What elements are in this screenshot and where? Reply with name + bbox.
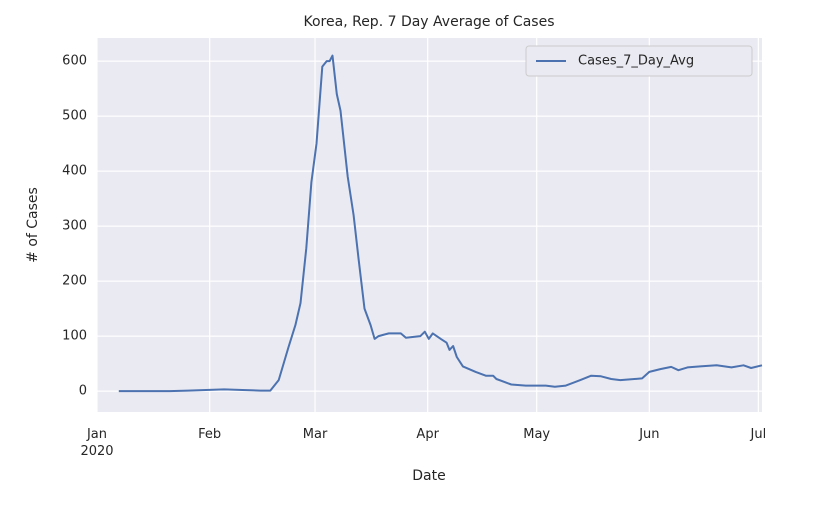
x-axis-label: Date xyxy=(412,468,445,484)
x-tick-label: Jun xyxy=(638,427,659,442)
x-tick-label: Mar xyxy=(303,427,328,442)
x-tick-label: May xyxy=(523,427,550,442)
chart-title: Korea, Rep. 7 Day Average of Cases xyxy=(304,14,555,30)
y-tick-label: 300 xyxy=(62,219,87,234)
y-tick-label: 600 xyxy=(62,54,87,69)
y-tick-label: 200 xyxy=(62,274,87,289)
y-tick-label: 100 xyxy=(62,329,87,344)
y-tick-label: 0 xyxy=(79,384,87,399)
x-tick-label: Jul xyxy=(750,427,767,442)
legend-box xyxy=(525,45,753,77)
x-tick-label: Feb xyxy=(198,427,221,442)
line xyxy=(118,54,763,393)
plot-area xyxy=(97,38,762,412)
y-axis-label: # of Cases xyxy=(25,187,41,263)
y-tick-label: 500 xyxy=(62,109,87,124)
x-tick-label: Jan 2020 xyxy=(80,427,113,459)
y-tick-label: 400 xyxy=(62,164,87,179)
x-tick-label: Apr xyxy=(416,427,439,442)
legend-label: Cases_7_Day_Avg xyxy=(578,54,694,69)
